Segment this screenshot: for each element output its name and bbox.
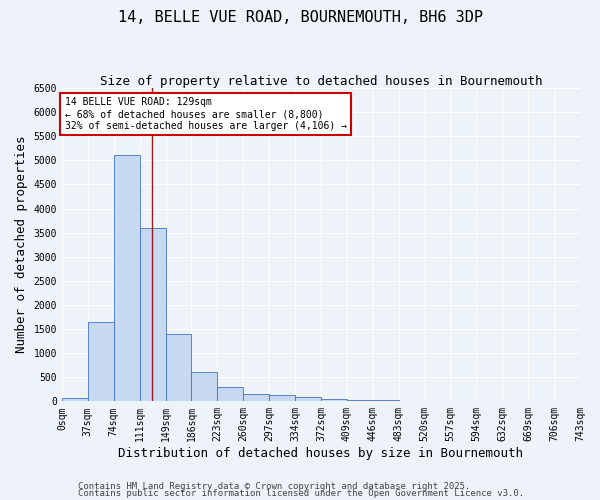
- Bar: [62, 398, 88, 402]
- Bar: [373, 400, 398, 402]
- Text: 14 BELLE VUE ROAD: 129sqm
← 68% of detached houses are smaller (8,800)
32% of se: 14 BELLE VUE ROAD: 129sqm ← 68% of detac…: [65, 98, 347, 130]
- Bar: [191, 372, 217, 402]
- Bar: [114, 156, 140, 402]
- Bar: [243, 394, 269, 402]
- Text: Contains HM Land Registry data © Crown copyright and database right 2025.: Contains HM Land Registry data © Crown c…: [78, 482, 470, 491]
- Bar: [217, 387, 243, 402]
- Bar: [295, 396, 321, 402]
- Bar: [269, 395, 295, 402]
- Title: Size of property relative to detached houses in Bournemouth: Size of property relative to detached ho…: [100, 75, 542, 88]
- Bar: [321, 399, 347, 402]
- Y-axis label: Number of detached properties: Number of detached properties: [15, 136, 28, 354]
- Bar: [140, 228, 166, 402]
- Bar: [166, 334, 191, 402]
- Text: 14, BELLE VUE ROAD, BOURNEMOUTH, BH6 3DP: 14, BELLE VUE ROAD, BOURNEMOUTH, BH6 3DP: [118, 10, 482, 25]
- X-axis label: Distribution of detached houses by size in Bournemouth: Distribution of detached houses by size …: [118, 447, 523, 460]
- Bar: [347, 400, 373, 402]
- Text: Contains public sector information licensed under the Open Government Licence v3: Contains public sector information licen…: [78, 489, 524, 498]
- Bar: [88, 322, 114, 402]
